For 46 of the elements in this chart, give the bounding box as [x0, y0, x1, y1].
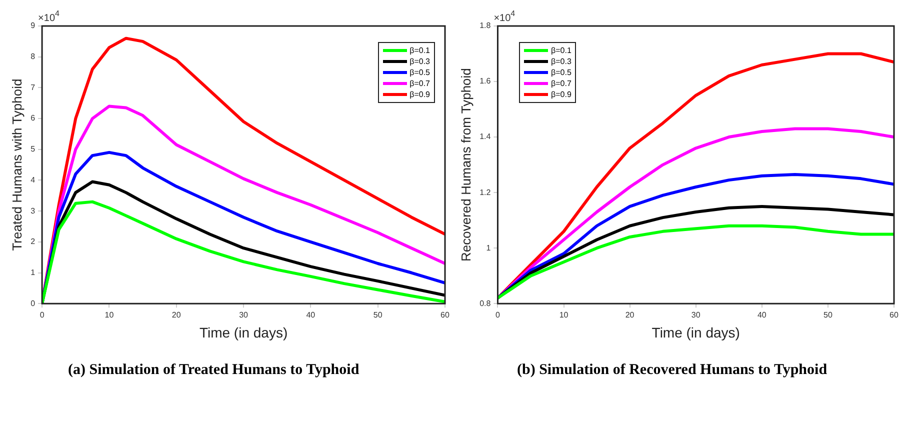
y-tick-label: 1.2 [480, 188, 492, 197]
x-tick-label: 60 [890, 310, 899, 320]
y-tick-label: 0 [30, 298, 36, 308]
y-tick-label: 1 [30, 268, 36, 277]
legend-label: β=0.3 [551, 57, 572, 66]
y-tick-label: 5 [30, 144, 36, 154]
legend-label: β=0.9 [410, 90, 430, 99]
text: (a) Simulation of Treated Humans to Typhoid [68, 362, 360, 379]
x-tick-label: 20 [625, 310, 635, 320]
x-tick-label: 30 [239, 310, 249, 320]
y-tick-label: 6 [30, 114, 36, 123]
x-tick-label: 0 [40, 310, 45, 320]
legend-label: β=0.7 [410, 79, 430, 88]
x-tick-label: 10 [104, 310, 114, 320]
legend-label: β=0.9 [551, 90, 572, 99]
x-tick-label: 0 [495, 310, 500, 320]
y-tick-label: 1.6 [480, 76, 492, 86]
legend-label: β=0.1 [551, 46, 572, 55]
legend-label: β=0.5 [551, 68, 572, 77]
legend-label: β=0.3 [410, 57, 430, 66]
y-axis-title: Treated Humans with Typhoid [9, 78, 24, 251]
x-tick-label: 20 [172, 310, 182, 320]
x-tick-label: 10 [559, 310, 569, 320]
y-tick-label: 0.8 [480, 298, 492, 308]
y-axis-title: Recovered Humans from Typhoid [458, 68, 474, 262]
y-tick-label: 1.4 [480, 132, 492, 142]
text: (b) Simulation of Recovered Humans to Typhoid [517, 362, 828, 379]
y-tick-label: 8 [30, 52, 36, 62]
x-tick-label: 40 [757, 310, 767, 320]
y-tick-label: 1.8 [480, 21, 492, 30]
y-tick-label: 2 [30, 237, 36, 246]
x-tick-label: 40 [306, 310, 316, 320]
y-tick-label: 9 [30, 21, 36, 30]
x-tick-label: 30 [691, 310, 701, 320]
y-tick-label: 3 [30, 206, 36, 216]
y-tick-label: 1 [486, 243, 492, 252]
x-tick-label: 60 [440, 310, 450, 320]
legend-label: β=0.5 [410, 68, 430, 77]
x-axis-title: Time (in days) [652, 324, 740, 340]
legend-label: β=0.7 [551, 79, 572, 88]
y-tick-label: 4 [30, 175, 36, 184]
x-axis-title: Time (in days) [199, 324, 288, 340]
x-tick-label: 50 [373, 310, 383, 320]
y-tick-label: 7 [30, 82, 36, 92]
x-tick-label: 50 [824, 310, 833, 320]
legend-label: β=0.1 [410, 46, 430, 55]
